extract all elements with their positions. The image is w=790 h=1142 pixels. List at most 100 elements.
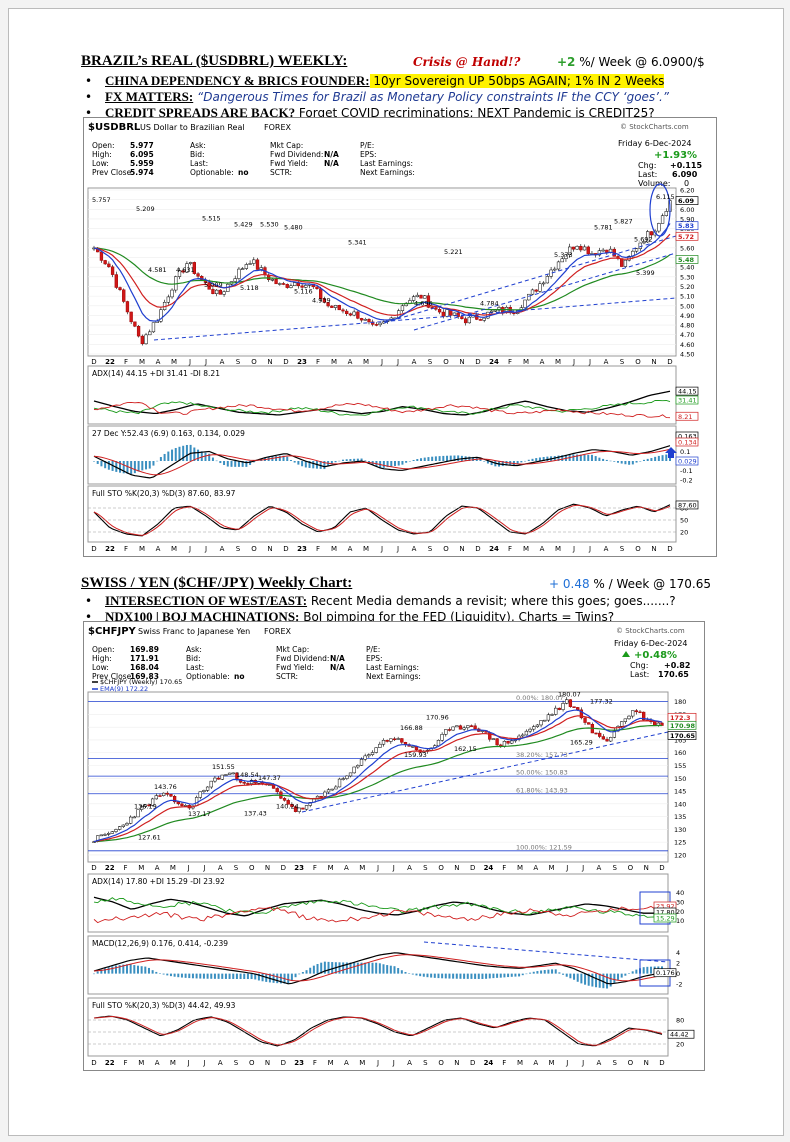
macd-bar — [389, 965, 392, 974]
macd-bar — [193, 447, 196, 461]
macd-bar — [338, 962, 341, 974]
candle — [337, 778, 342, 788]
chart1-adx-label: ADX(14) 44.15 +DI 31.41 -DI 8.21 — [92, 369, 220, 378]
candle — [246, 783, 250, 785]
month-label: J — [202, 1059, 205, 1067]
candle — [165, 792, 169, 795]
bullet-item: CHINA DEPENDENCY & BRICS FOUNDER: 10yr S… — [85, 73, 669, 89]
quote-label: Bid: — [186, 654, 201, 663]
candle — [293, 806, 298, 812]
macd-bar — [103, 968, 106, 974]
month-label: J — [380, 545, 383, 553]
candle — [634, 248, 639, 252]
macd-bar — [96, 461, 99, 464]
macd-bar — [569, 973, 572, 979]
macd-bar — [459, 973, 462, 979]
macd-bar — [408, 461, 411, 462]
candle — [579, 246, 583, 251]
macd-bar — [646, 966, 649, 974]
triangle-up-icon — [622, 651, 630, 657]
macd-bar — [518, 973, 521, 977]
candle — [523, 299, 527, 308]
candle — [136, 809, 140, 818]
macd-bar — [133, 965, 136, 974]
quote-label: Fwd Dividend: — [276, 654, 329, 663]
candle — [166, 296, 170, 303]
y-tick-label: 165 — [674, 736, 686, 744]
macd-bar — [308, 461, 311, 468]
macd-bar — [230, 461, 233, 467]
macd-bar — [100, 969, 103, 974]
candle — [568, 699, 573, 707]
macd-bar — [646, 458, 649, 461]
macd-bar — [215, 460, 218, 462]
chart2-sto-k-line — [93, 1015, 663, 1047]
macd-bar — [416, 459, 419, 461]
macd-bar — [316, 964, 319, 974]
macd-bar — [246, 973, 249, 980]
candle — [249, 779, 254, 784]
macd-bar — [665, 454, 668, 461]
month-label: M — [363, 545, 369, 553]
quote-label: Mkt Cap: — [270, 141, 303, 150]
macd-bar — [606, 973, 609, 989]
fib-label: 38.20%: 157.73 — [516, 751, 568, 759]
candle — [150, 798, 155, 806]
candle — [345, 775, 349, 779]
macd-bar — [538, 457, 541, 461]
macd-bar — [431, 456, 434, 461]
month-label: O — [438, 864, 444, 872]
quote-value: 5.977 — [130, 141, 154, 150]
quote-label: Last Earnings: — [366, 663, 419, 672]
macd-tick: -0.2 — [680, 477, 693, 485]
candle — [192, 262, 196, 274]
chart1-sto-pane — [87, 485, 677, 543]
candle — [290, 803, 294, 807]
macd-bar — [390, 461, 393, 467]
candle — [451, 726, 455, 731]
macd-bar — [282, 455, 285, 461]
candle — [176, 801, 180, 805]
month-label: S — [236, 358, 241, 366]
macd-bar — [254, 973, 257, 980]
chart1-name: US Dollar to Brazilian Real — [140, 123, 245, 132]
candle — [623, 259, 628, 267]
quote-value: 5.974 — [130, 168, 154, 177]
adx-tag-box — [675, 411, 699, 421]
candle — [594, 732, 598, 735]
chart2-minus-di-line — [93, 905, 663, 924]
month-label: 24 — [489, 358, 499, 366]
month-label: F — [124, 1059, 128, 1067]
month-label: J — [202, 864, 205, 872]
chart1-symbol: $USDBRL — [88, 122, 141, 133]
quote-label: Bid: — [190, 150, 205, 159]
macd-bar — [468, 456, 471, 461]
month-label: 22 — [105, 545, 115, 553]
month-label: M — [549, 1059, 555, 1067]
price-annotation: 5.221 — [444, 248, 463, 256]
y-tick-label: 5.20 — [680, 283, 694, 291]
macd-bar — [276, 973, 279, 984]
candle — [333, 305, 338, 308]
macd-bar — [180, 973, 183, 978]
y-tick-label: 5.30 — [680, 273, 694, 281]
candle — [597, 250, 602, 256]
candle — [172, 795, 177, 803]
macd-bar — [466, 973, 469, 979]
candle — [211, 289, 215, 295]
macd-bar — [364, 962, 367, 974]
candle — [289, 285, 293, 288]
month-label: N — [454, 1059, 459, 1067]
quote-label: Last: — [186, 663, 204, 672]
macd-bar — [444, 973, 447, 979]
quote-value: 169.83 — [130, 672, 159, 681]
quote-value: 168.04 — [130, 663, 159, 672]
macd-bar — [628, 461, 631, 465]
chart1-last-value: 6.090 — [672, 170, 698, 179]
candle — [408, 300, 412, 304]
quote-label: Fwd Yield: — [276, 663, 314, 672]
macd-tag: 0.163 — [678, 433, 697, 441]
month-label: M — [359, 1059, 365, 1067]
candle — [493, 310, 497, 312]
macd-bar — [613, 973, 616, 983]
